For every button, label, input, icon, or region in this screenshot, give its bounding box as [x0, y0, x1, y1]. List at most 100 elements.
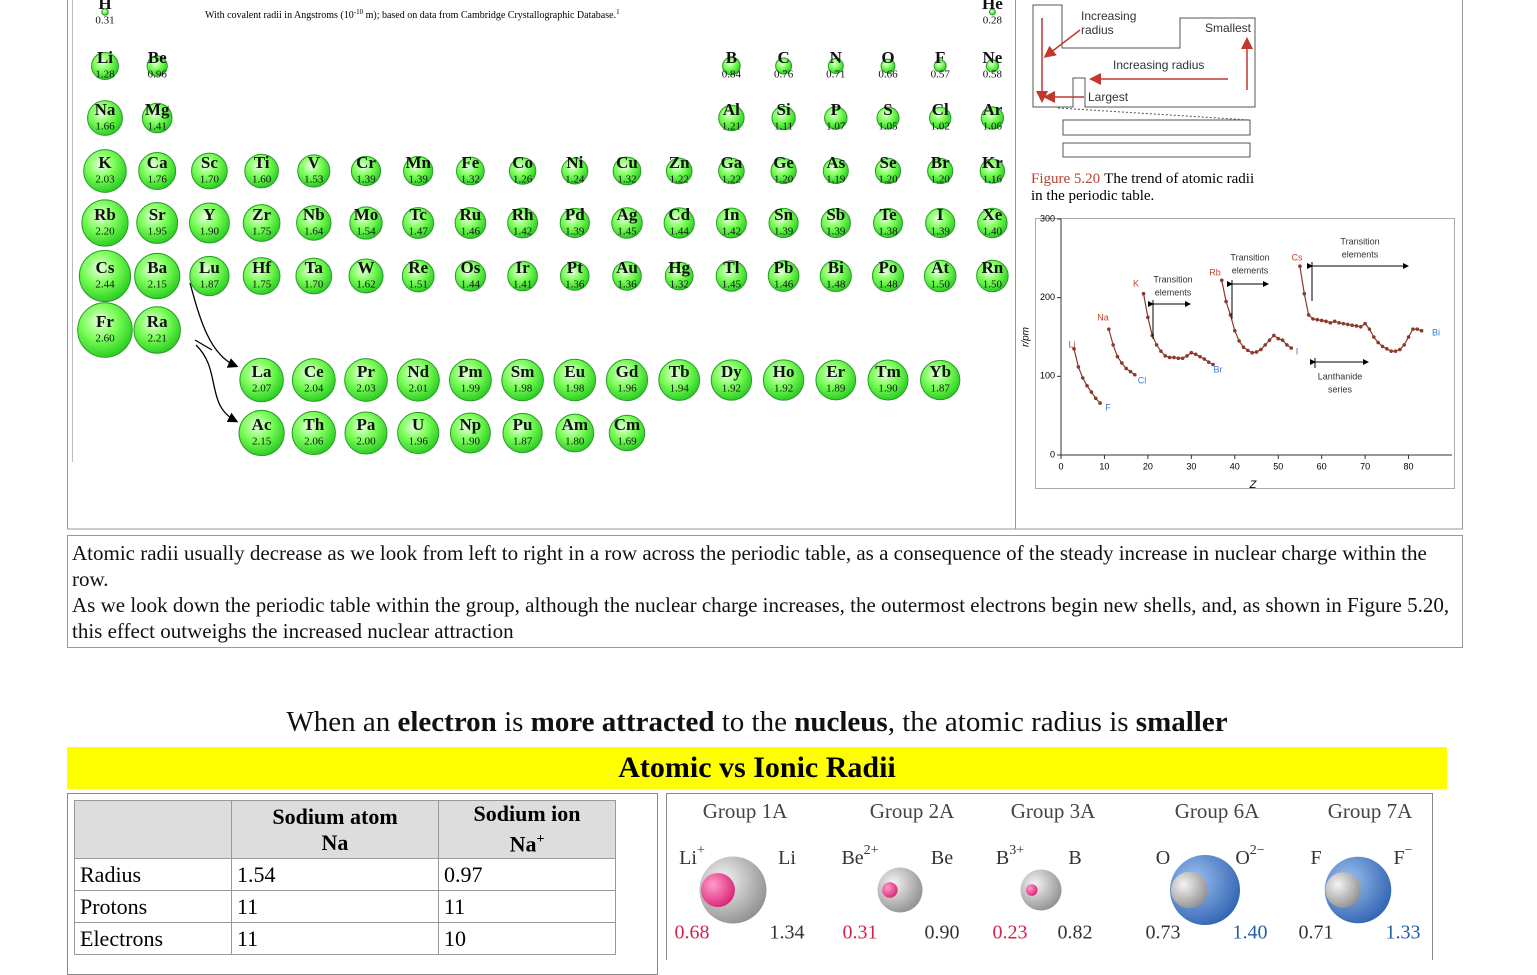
atom-sphere: [555, 413, 595, 453]
element-radius: 1.42: [722, 226, 741, 238]
atom-sphere: [454, 260, 487, 292]
data-point: [1389, 349, 1393, 353]
frame: [67, 0, 1463, 530]
species-label: B: [1068, 847, 1081, 869]
species-label: O: [1156, 847, 1170, 869]
radius-value: 0.23: [993, 922, 1028, 944]
data-point: [1154, 343, 1159, 347]
radius-value: 1.40: [1233, 922, 1268, 944]
table-note: With covalent radii in Angstroms (10-10 …: [205, 8, 620, 22]
data-point: [1124, 366, 1128, 371]
atom-sphere: [344, 358, 388, 402]
y-tick-label: 300: [1040, 213, 1055, 223]
group-label: Group 7A: [1328, 799, 1413, 823]
heading-part: is: [496, 706, 531, 738]
element-symbol: Sm: [511, 362, 535, 381]
paragraph: Atomic radii usually decrease as we look…: [72, 541, 1427, 591]
atom-sphere: [819, 259, 852, 293]
element-symbol: Cs: [96, 258, 115, 277]
data-point: [1285, 343, 1289, 347]
symbol: B: [996, 847, 1009, 869]
element-symbol: Po: [879, 258, 898, 277]
atom-sphere: [663, 207, 695, 239]
atom-sphere: [718, 104, 745, 132]
cell: 1.54: [231, 858, 439, 891]
data-point: [1159, 349, 1163, 353]
data-point: [1398, 347, 1402, 352]
element-radius: 1.39: [826, 226, 846, 238]
header-cell: Sodium atom Na: [231, 800, 439, 859]
data-point: [1202, 357, 1207, 361]
data-point: [1259, 347, 1263, 352]
atom-sphere: [612, 156, 642, 186]
chart-frame: [1035, 218, 1455, 489]
data-point: [1072, 347, 1076, 351]
heading-part: to the: [714, 706, 795, 738]
element-symbol: N: [830, 48, 843, 67]
data-point: [1354, 324, 1359, 328]
data-point: [1363, 321, 1367, 326]
atom-sphere: [349, 206, 383, 240]
element-radius: 1.02: [931, 121, 950, 133]
element-symbol: Hf: [252, 258, 271, 277]
group-label: Group 1A: [703, 799, 788, 823]
data-point: [1376, 340, 1380, 345]
atom-sphere: [242, 204, 281, 242]
element-radius: 1.28: [95, 69, 115, 81]
atom-sphere: [715, 260, 748, 292]
element-symbol: Np: [460, 415, 482, 434]
atom-sphere: [980, 106, 1005, 130]
atom-sphere: [77, 302, 133, 358]
element-symbol: Cl: [932, 100, 949, 119]
element-symbol: Ti: [254, 153, 270, 172]
atom-sphere: [134, 252, 181, 300]
element-symbol: P: [831, 100, 841, 119]
table-outline: [1062, 119, 1251, 136]
cell: Protons: [74, 890, 232, 923]
element-symbol: Ge: [773, 153, 794, 172]
element-radius: 1.39: [931, 226, 951, 238]
charge: −: [1405, 843, 1413, 858]
data-point: [1345, 322, 1350, 327]
data-point: [1133, 372, 1137, 377]
element-radius: 1.06: [983, 121, 1003, 133]
atom-sphere: [871, 259, 905, 293]
data-point: [1228, 313, 1233, 317]
element-radius: 0.84: [722, 69, 742, 81]
element-symbol: Pd: [565, 205, 585, 224]
element-radius: 1.95: [148, 226, 168, 238]
radius-value: 0.73: [1146, 922, 1181, 944]
heading: When an electron is more attracted to th…: [67, 706, 1447, 739]
element-radius: 2.06: [304, 436, 324, 448]
data-point: [1093, 396, 1098, 401]
note-text: m); based on data from Cambridge Crystal…: [363, 10, 616, 21]
heading-part: When an: [286, 706, 398, 738]
element-radius: 1.98: [513, 383, 533, 395]
element-radius: 2.07: [252, 383, 272, 395]
text-box: Atomic radii usually decrease as we look…: [67, 535, 1463, 648]
atom-sphere: [988, 8, 996, 16]
atom-sphere: [977, 207, 1008, 239]
element-symbol: Ce: [304, 362, 324, 381]
element-radius: 2.44: [95, 279, 115, 291]
charge: 2−: [1250, 843, 1265, 858]
element-radius: 1.96: [617, 383, 637, 395]
element-radius: 1.46: [774, 279, 794, 291]
element-radius: 1.40: [983, 226, 1003, 238]
element-symbol: S: [883, 100, 892, 119]
atom-sphere: [815, 359, 857, 401]
element-radius: 1.22: [722, 174, 741, 186]
trend-diagram: [1032, 4, 1256, 158]
atom-sphere: [348, 258, 384, 294]
species-label: B3+: [996, 843, 1024, 868]
region-label: Lanthanide: [1318, 371, 1363, 381]
group-label: Group 2A: [870, 799, 955, 823]
data-point: [1211, 362, 1215, 367]
symbol: B: [1068, 847, 1081, 869]
radius-value: 0.71: [1299, 922, 1334, 944]
radius-value: 1.33: [1386, 922, 1421, 944]
atom-sphere: [244, 153, 279, 189]
element-symbol: Os: [460, 258, 480, 277]
element-radius: 1.32: [617, 174, 636, 186]
